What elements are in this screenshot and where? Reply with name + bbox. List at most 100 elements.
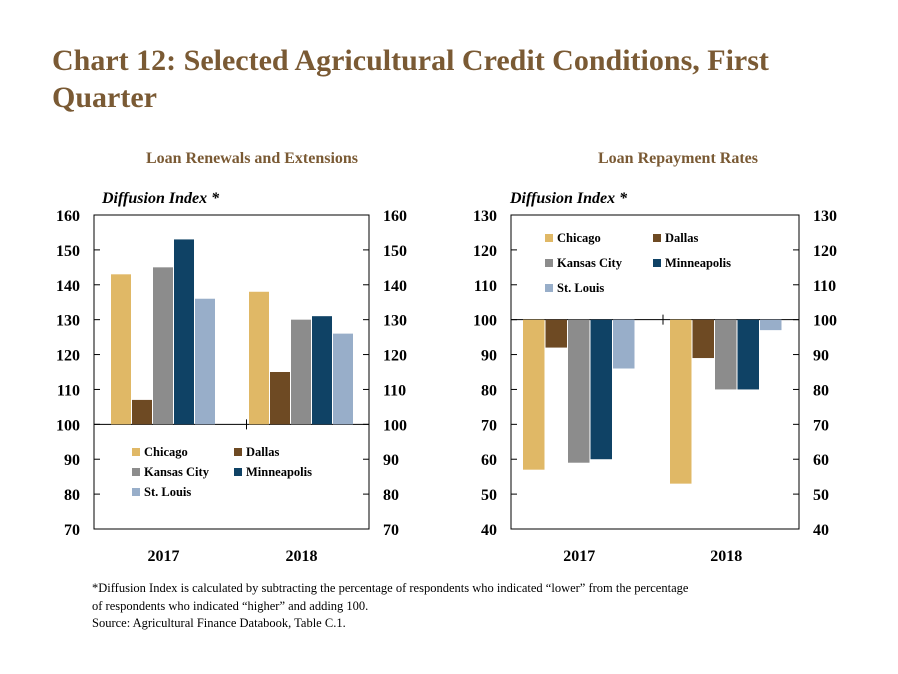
left-bar-kansas-city-2017 bbox=[153, 267, 173, 425]
right-legend-swatch bbox=[653, 259, 661, 267]
left-legend-label: Chicago bbox=[144, 445, 188, 459]
left-legend-swatch bbox=[234, 448, 242, 456]
left-bar-kansas-city-2018 bbox=[291, 319, 311, 425]
left-right-tick-label: 130 bbox=[383, 313, 407, 330]
right-right-tick-label: 40 bbox=[813, 522, 829, 539]
right-legend-label: Chicago bbox=[557, 231, 601, 245]
left-right-tick-label: 100 bbox=[383, 417, 407, 434]
right-right-tick-label: 100 bbox=[813, 313, 837, 330]
right-legend-swatch bbox=[545, 284, 553, 292]
right-bar-minneapolis-2017 bbox=[590, 319, 612, 460]
left-left-tick-label: 100 bbox=[56, 417, 80, 434]
footnote-line-2: of respondents who indicated “higher” an… bbox=[92, 598, 369, 613]
left-left-tick-label: 120 bbox=[56, 348, 80, 365]
right-left-tick-label: 80 bbox=[481, 382, 497, 399]
right-bar-st-louis-2017 bbox=[613, 319, 635, 369]
right-bar-kansas-city-2017 bbox=[568, 319, 590, 463]
right-right-tick-label: 60 bbox=[813, 452, 829, 469]
right-plot-frame bbox=[510, 214, 800, 530]
left-bar-dallas-2017 bbox=[132, 399, 152, 425]
left-legend-swatch bbox=[132, 468, 140, 476]
right-legend-label: St. Louis bbox=[557, 281, 604, 295]
right-legend-swatch bbox=[653, 234, 661, 242]
right-bar-st-louis-2018 bbox=[760, 319, 782, 331]
left-bar-minneapolis-2017 bbox=[174, 239, 194, 425]
left-legend-swatch bbox=[132, 488, 140, 496]
right-y-axis-title: Diffusion Index * bbox=[510, 190, 628, 207]
left-chart-subtitle: Loan Renewals and Extensions bbox=[145, 150, 359, 167]
left-bar-minneapolis-2018 bbox=[312, 316, 332, 425]
left-bar-chicago-2018 bbox=[249, 291, 269, 425]
right-legend-label: Minneapolis bbox=[665, 256, 731, 270]
left-y-axis-title: Diffusion Index * bbox=[102, 190, 220, 207]
left-left-tick-label: 110 bbox=[57, 382, 80, 399]
right-bar-chicago-2018 bbox=[670, 319, 692, 484]
right-chart: 40 40 50 50 60 60 70 70 80 80 90 90 100 100 110 110 120 1… bbox=[473, 208, 837, 565]
footnote: *Diffusion Index is calculated by subtra… bbox=[92, 580, 872, 633]
left-right-tick-label: 150 bbox=[383, 243, 407, 260]
left-bar-st-louis-2017 bbox=[195, 298, 215, 425]
left-left-tick-label: 150 bbox=[56, 243, 80, 260]
right-right-tick-label: 80 bbox=[813, 382, 829, 399]
right-right-tick-label: 120 bbox=[813, 243, 837, 260]
left-legend-swatch bbox=[234, 468, 242, 476]
left-right-tick-label: 90 bbox=[383, 452, 399, 469]
right-left-tick-label: 120 bbox=[473, 243, 497, 260]
left-right-tick-label: 80 bbox=[383, 487, 399, 504]
left-legend-label: Kansas City bbox=[144, 465, 210, 479]
right-right-tick-label: 90 bbox=[813, 348, 829, 365]
left-bar-st-louis-2018 bbox=[333, 333, 353, 425]
left-legend-label: Dallas bbox=[246, 445, 279, 459]
left-category-label: 2018 bbox=[286, 548, 318, 565]
right-legend-label: Kansas City bbox=[557, 256, 623, 270]
left-left-tick-label: 140 bbox=[56, 278, 80, 295]
right-legend-label: Dallas bbox=[665, 231, 698, 245]
right-left-tick-label: 100 bbox=[473, 313, 497, 330]
right-right-tick-label: 110 bbox=[813, 278, 836, 295]
right-right-tick-label: 130 bbox=[813, 208, 837, 225]
right-legend-swatch bbox=[545, 234, 553, 242]
right-left-tick-label: 60 bbox=[481, 452, 497, 469]
left-category-label: 2017 bbox=[148, 548, 180, 565]
right-category-label: 2018 bbox=[710, 548, 742, 565]
left-bar-chicago-2017 bbox=[111, 274, 131, 425]
left-legend-swatch bbox=[132, 448, 140, 456]
right-left-tick-label: 130 bbox=[473, 208, 497, 225]
left-legend-label: Minneapolis bbox=[246, 465, 312, 479]
right-left-tick-label: 110 bbox=[474, 278, 497, 295]
left-chart: 70 70 80 80 90 90 100 100 110 110 120 120 130 130 140 1… bbox=[56, 208, 407, 565]
right-left-tick-label: 90 bbox=[481, 348, 497, 365]
right-legend-swatch bbox=[545, 259, 553, 267]
left-right-tick-label: 120 bbox=[383, 348, 407, 365]
right-category-label: 2017 bbox=[563, 548, 595, 565]
left-legend: Chicago Dallas Kansas City Minneapolis St. L… bbox=[132, 445, 312, 499]
left-left-tick-label: 70 bbox=[64, 522, 80, 539]
footnote-line-1: *Diffusion Index is calculated by subtra… bbox=[92, 581, 689, 595]
left-right-tick-label: 70 bbox=[383, 522, 399, 539]
right-bar-dallas-2017 bbox=[545, 319, 567, 348]
right-bar-kansas-city-2018 bbox=[715, 319, 737, 390]
right-legend: Chicago Dallas Kansas City Minneapolis St. L… bbox=[545, 231, 731, 295]
right-chart-subtitle: Loan Repayment Rates bbox=[598, 150, 758, 167]
left-right-tick-label: 110 bbox=[383, 382, 406, 399]
chart-title: Chart 12: Selected Agricultural Credit C… bbox=[52, 44, 769, 114]
right-bar-chicago-2017 bbox=[523, 319, 545, 470]
right-right-tick-label: 50 bbox=[813, 487, 829, 504]
right-left-tick-label: 40 bbox=[481, 522, 497, 539]
left-legend-label: St. Louis bbox=[144, 485, 191, 499]
left-bar-dallas-2018 bbox=[270, 372, 290, 425]
left-right-tick-label: 160 bbox=[383, 208, 407, 225]
left-right-tick-label: 140 bbox=[383, 278, 407, 295]
right-bar-dallas-2018 bbox=[692, 319, 714, 359]
left-left-tick-label: 80 bbox=[64, 487, 80, 504]
left-left-tick-label: 90 bbox=[64, 452, 80, 469]
right-left-tick-label: 70 bbox=[481, 417, 497, 434]
right-right-tick-label: 70 bbox=[813, 417, 829, 434]
left-left-tick-label: 160 bbox=[56, 208, 80, 225]
right-bar-minneapolis-2018 bbox=[737, 319, 759, 390]
left-plot-frame bbox=[93, 214, 370, 530]
source-note: Source: Agricultural Finance Databook, T… bbox=[92, 616, 346, 630]
left-left-tick-label: 130 bbox=[56, 313, 80, 330]
right-left-tick-label: 50 bbox=[481, 487, 497, 504]
